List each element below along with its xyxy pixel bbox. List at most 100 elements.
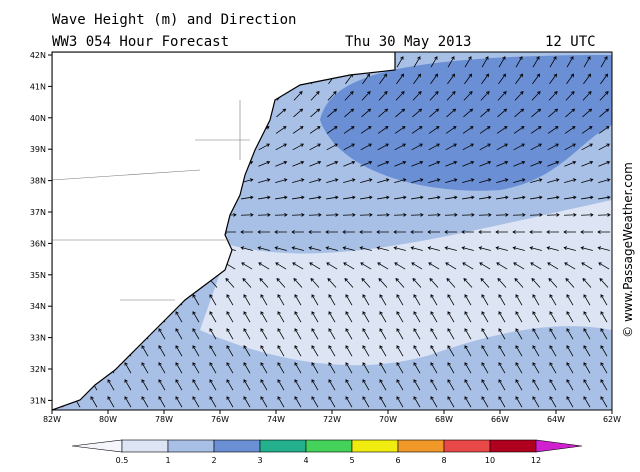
arrow (345, 311, 353, 323)
arrow (600, 345, 608, 357)
model: WW3 054 Hour Forecast (52, 34, 229, 50)
arrow (345, 362, 353, 374)
arrow (599, 108, 610, 118)
arrow (276, 277, 286, 288)
arrow (107, 379, 115, 391)
arrow (344, 91, 354, 101)
arrow (598, 126, 610, 134)
arrow (412, 277, 422, 288)
arrow (412, 91, 422, 101)
arrow (532, 345, 540, 357)
arrow (257, 230, 270, 234)
arrow (479, 143, 491, 151)
arrow (530, 262, 542, 270)
arrow (107, 396, 115, 408)
arrow (175, 311, 183, 323)
arrow (445, 262, 457, 270)
arrow (345, 294, 353, 306)
arrow (447, 379, 455, 391)
legend: 0.5 1 2 3 4 5 6 8 10 12 (71, 439, 583, 465)
arrow (362, 345, 370, 357)
arrow (464, 345, 472, 357)
arrow (479, 262, 491, 270)
arrow (447, 73, 456, 85)
arrow (479, 160, 492, 167)
arrow (515, 379, 523, 391)
arrow (292, 126, 304, 134)
arrow (192, 396, 200, 408)
arrow (566, 345, 574, 357)
arrow (446, 277, 456, 288)
arrow (445, 178, 458, 183)
arrow (311, 294, 319, 306)
arrow (498, 362, 506, 374)
arrow (260, 396, 268, 408)
arrow (260, 294, 268, 306)
arrow (209, 311, 217, 323)
arrow (580, 246, 593, 251)
arrow (513, 143, 525, 151)
arrow (243, 396, 251, 408)
arrow (257, 246, 270, 251)
arrow (275, 178, 288, 183)
arrow (360, 143, 372, 151)
arrow (343, 143, 355, 151)
arrow (141, 362, 149, 374)
arrow (378, 91, 388, 101)
arrow (549, 73, 558, 85)
arrow (362, 396, 370, 408)
arrow (462, 195, 475, 200)
arrow (532, 311, 540, 323)
arrow (291, 230, 304, 234)
arrow (514, 91, 524, 101)
arrow (532, 396, 540, 408)
arrow (547, 178, 560, 183)
arrow (597, 246, 610, 251)
lat-label: 33N (30, 334, 46, 343)
arrow (464, 328, 472, 340)
arrow (379, 73, 388, 85)
arrow (225, 277, 235, 288)
arrow (464, 311, 472, 323)
arrow (326, 126, 338, 134)
arrow (410, 246, 423, 251)
arrow (376, 246, 389, 251)
arrow (430, 56, 438, 68)
arrow (600, 56, 608, 68)
arrow (444, 230, 457, 234)
arrow (563, 212, 577, 217)
arrow (583, 345, 591, 357)
arrow (158, 379, 166, 391)
arrow (580, 230, 593, 234)
arrow (243, 311, 251, 323)
arrow (445, 195, 458, 200)
arrow (360, 262, 372, 270)
legend-end (71, 439, 123, 453)
arrow (311, 379, 319, 391)
arrow (481, 328, 489, 340)
arrow (158, 328, 166, 340)
arrow (532, 56, 540, 68)
arrow (362, 328, 370, 340)
arrow (481, 311, 489, 323)
arrow (581, 126, 593, 134)
arrow (361, 277, 371, 288)
arrow (325, 246, 338, 251)
arrow (583, 294, 591, 306)
arrow (240, 212, 254, 217)
arrow (583, 56, 591, 68)
arrow (583, 362, 591, 374)
arrow (209, 362, 217, 374)
arrow (549, 396, 557, 408)
arrow (277, 311, 285, 323)
arrow (530, 143, 542, 151)
arrow (413, 73, 422, 85)
legend-swatch (167, 439, 215, 453)
arrow (565, 108, 576, 118)
arrow (376, 230, 389, 234)
arrow (445, 160, 458, 167)
arrow (512, 246, 525, 251)
arrow (326, 178, 339, 183)
arrow (427, 246, 440, 251)
